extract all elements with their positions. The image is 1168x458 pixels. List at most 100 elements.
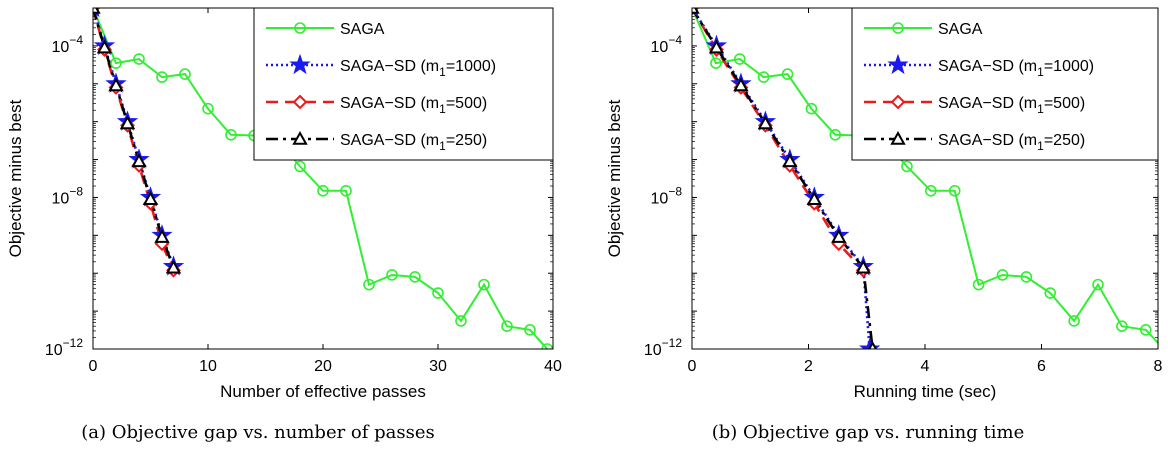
data-point: [692, 8, 700, 14]
data-point: [781, 68, 794, 80]
legend-box: [851, 7, 1159, 161]
data-point: [96, 39, 113, 54]
data-point: [1139, 324, 1152, 336]
x-tick-label: 4: [921, 358, 930, 375]
data-point: [1159, 344, 1168, 354]
data-point: [156, 71, 168, 83]
y-axis-label: Objective minus best: [6, 99, 25, 257]
data-point: [948, 184, 961, 197]
data-point: [202, 102, 214, 115]
data-point: [409, 271, 421, 283]
legend: SAGA SAGA−SD (m1=1000) SAGA−SD (m1=500) SAG…: [851, 7, 1159, 161]
legend-label: SAGA−SD (m1=250): [340, 132, 487, 153]
x-tick-label: 0: [688, 358, 697, 375]
legend-marker: [890, 130, 906, 145]
data-point: [179, 68, 191, 80]
legend-marker: [887, 53, 909, 75]
data-point: [901, 160, 913, 173]
legend-label: SAGA: [938, 21, 983, 38]
y-tick-label: 10−4: [52, 33, 84, 56]
data-point: [757, 115, 774, 130]
x-tick-label: 10: [199, 358, 217, 375]
legend-marker: [292, 130, 308, 145]
figure-caption: (a) Objective gap vs. number of passes: [81, 422, 435, 443]
data-point: [831, 229, 847, 243]
y-tick-label: 10−4: [651, 33, 683, 56]
data-point: [855, 259, 871, 274]
legend-marker: [289, 53, 311, 75]
data-point: [294, 160, 306, 173]
data-point: [317, 184, 329, 197]
x-axis-label: Running time (sec): [854, 382, 997, 401]
legend-label: SAGA: [340, 21, 385, 38]
legend-marker: [292, 94, 308, 110]
data-point: [131, 153, 147, 168]
chart-panel-b: 0 2 4 6 8 10−12 10−8 10−4 Running time (sec) Obje…: [605, 7, 1168, 443]
series-line: [93, 8, 548, 349]
data-point: [154, 229, 170, 243]
y-tick-label: 10−8: [52, 184, 84, 207]
data-point: [110, 57, 122, 69]
legend-label: SAGA−SD (m1=250): [938, 132, 1085, 153]
data-point: [829, 129, 842, 141]
data-point: [363, 278, 375, 291]
data-point: [386, 269, 398, 281]
data-point: [541, 343, 553, 349]
legend-label: SAGA−SD (m1=500): [938, 95, 1085, 116]
data-point: [524, 324, 536, 336]
data-point: [340, 184, 352, 197]
series-line: [692, 8, 1158, 345]
data-point: [1092, 278, 1104, 291]
legend-marker: [294, 22, 306, 34]
data-point: [733, 53, 746, 65]
x-tick-label: 40: [544, 358, 562, 375]
data-point: [93, 8, 101, 14]
series-group: [692, 8, 1168, 354]
data-point: [142, 191, 159, 205]
data-point: [108, 77, 124, 92]
x-tick-label: 20: [314, 358, 332, 375]
data-point: [165, 259, 182, 274]
data-point: [478, 278, 490, 291]
data-point: [996, 269, 1009, 281]
legend-box: [253, 7, 554, 161]
data-point: [1044, 287, 1057, 299]
data-point: [805, 102, 818, 115]
data-point: [1020, 271, 1033, 283]
data-point: [782, 153, 798, 168]
y-axis-label: Objective minus best: [605, 99, 624, 257]
data-point: [757, 71, 770, 83]
legend-label: SAGA−SD (m1=1000): [938, 58, 1094, 79]
x-tick-label: 8: [1154, 358, 1163, 375]
y-tick-label: 10−12: [45, 336, 83, 359]
chart-panel-a: 0 10 20 30 40 10−12 10−8 10−4 Number of effectiv…: [6, 7, 562, 443]
x-tick-label: 2: [804, 358, 813, 375]
data-point: [925, 184, 937, 197]
data-point: [133, 53, 145, 65]
data-point: [501, 320, 513, 332]
legend-marker: [890, 94, 906, 110]
y-tick-label: 10−12: [644, 336, 682, 359]
figure-caption: (b) Objective gap vs. running time: [712, 422, 1024, 443]
x-tick-label: 30: [429, 358, 447, 375]
y-tick-label: 10−8: [651, 184, 683, 207]
data-point: [225, 129, 237, 141]
x-tick-label: 0: [89, 358, 98, 375]
legend-label: SAGA−SD (m1=1000): [340, 58, 496, 79]
series-group: [93, 8, 553, 349]
data-point: [972, 278, 985, 291]
x-axis-label: Number of effective passes: [220, 382, 426, 401]
legend-marker: [892, 22, 904, 34]
data-point: [1068, 315, 1080, 327]
legend: SAGA SAGA−SD (m1=1000) SAGA−SD (m1=500) SAG…: [253, 7, 554, 161]
data-point: [455, 315, 467, 327]
data-point: [710, 57, 722, 69]
data-point: [119, 115, 136, 130]
data-point: [1116, 320, 1128, 332]
data-point: [733, 77, 749, 92]
data-point: [868, 340, 878, 349]
data-point: [432, 287, 444, 299]
data-point: [806, 191, 823, 205]
legend-label: SAGA−SD (m1=500): [340, 95, 487, 116]
